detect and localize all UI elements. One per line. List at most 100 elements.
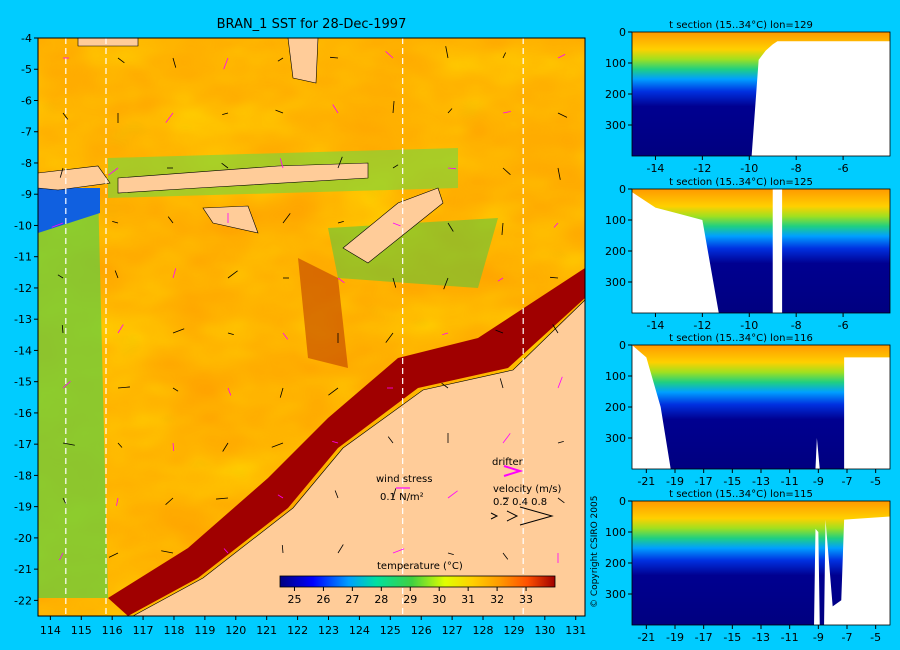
vector-arrow — [165, 112, 174, 123]
vector-arrow — [282, 213, 291, 224]
section-y-tick-label: 0 — [619, 339, 626, 352]
section-x-tick-label: -17 — [695, 475, 713, 488]
velocity-label: velocity (m/s) — [493, 484, 561, 495]
vector-arrow — [445, 46, 449, 59]
section-x-tick-label: -9 — [813, 475, 824, 488]
vector-arrow — [281, 544, 284, 554]
vector-arrow — [495, 329, 504, 334]
vector-arrow — [557, 167, 561, 180]
vector-arrow — [332, 104, 339, 114]
vector-arrow — [392, 222, 401, 227]
wind-stress-scale: 0.1 N/m² — [380, 492, 424, 503]
y-tick-label: -15 — [14, 376, 32, 389]
y-tick-label: -13 — [14, 313, 32, 326]
section-x-tick-label: -10 — [740, 162, 758, 175]
section-x-tick-label: -5 — [870, 631, 881, 644]
vector-arrow — [502, 52, 506, 59]
vector-arrow — [385, 332, 394, 343]
wind-stress-label: wind stress — [376, 474, 432, 485]
y-tick-label: -11 — [14, 251, 32, 264]
section-panel-1: t section (15..34°C) lon=129 -14 -12 -10 -8 -… — [605, 20, 891, 175]
x-tick-label: 122 — [287, 624, 308, 637]
section-land-mask — [632, 41, 890, 156]
vector-arrow — [172, 328, 185, 334]
section-x-tick-label: -14 — [646, 162, 664, 175]
y-tick-label: -5 — [21, 63, 32, 76]
sst-map: BRAN_1 SST for 28-Dec-1997 114 115 116 117 1… — [14, 17, 586, 637]
vector-arrow — [221, 162, 229, 169]
section-y-tick-label: 0 — [619, 495, 626, 508]
vector-arrow — [549, 276, 559, 279]
vector-arrow — [337, 277, 345, 284]
vector-arrow — [553, 222, 559, 228]
vector-arrow — [172, 57, 177, 68]
y-tick-label: -4 — [21, 32, 32, 45]
section-panel-2: t section (15..34°C) lon=125 -14 -12 -10 -8 -… — [605, 177, 891, 332]
vector-arrow — [167, 216, 174, 224]
vector-arrow — [334, 490, 339, 499]
y-tick-label: -14 — [14, 344, 32, 357]
colorbar-tick-label: 30 — [432, 593, 446, 606]
vector-arrow — [337, 544, 344, 554]
cold-patch — [38, 188, 100, 233]
colorbar-tick-label: 31 — [461, 593, 475, 606]
section-land-mask — [632, 345, 890, 469]
section-x-tick-label: -8 — [791, 319, 802, 332]
section-title: t section (15..34°C) lon=125 — [669, 177, 813, 188]
vector-arrow — [557, 440, 564, 444]
drifter-arrow-icon — [503, 465, 524, 477]
section-y-tick-label: 200 — [605, 245, 626, 258]
vector-arrow — [443, 277, 449, 290]
y-tick-label: -20 — [14, 532, 32, 545]
section-title: t section (15..34°C) lon=115 — [669, 489, 813, 500]
x-tick-label: 123 — [318, 624, 339, 637]
colorbar-title: temperature (°C) — [377, 561, 463, 572]
warm-coastal-band — [108, 268, 585, 616]
y-tick-label: -12 — [14, 282, 32, 295]
y-tick-label: -18 — [14, 469, 32, 482]
island-lesser-sunda — [117, 162, 369, 194]
y-tick-label: -7 — [21, 126, 32, 139]
vector-arrow — [497, 277, 504, 282]
x-tick-label: 121 — [256, 624, 277, 637]
x-tick-label: 131 — [565, 624, 586, 637]
island-sumba — [202, 205, 259, 234]
colorbar-tick-label: 33 — [519, 593, 533, 606]
section-x-tick-label: -11 — [781, 475, 799, 488]
x-tick-label: 124 — [349, 624, 370, 637]
vector-arrow — [392, 101, 395, 114]
velocity-scale: 0.2 0.4 0.8 — [493, 497, 547, 508]
x-tick-label: 129 — [503, 624, 524, 637]
vector-arrow — [271, 442, 284, 448]
colorbar-tick-label: 28 — [374, 593, 388, 606]
section-x-tick-label: -15 — [723, 631, 741, 644]
section-panels: t section (15..34°C) lon=129 -14 -12 -10 -8 -… — [605, 20, 891, 644]
section-title: t section (15..34°C) lon=116 — [669, 333, 813, 344]
section-x-tick-label: -5 — [870, 475, 881, 488]
y-tick-label: -8 — [21, 157, 32, 170]
vector-arrow — [502, 167, 511, 175]
x-tick-label: 117 — [133, 624, 154, 637]
section-x-tick-label: -13 — [752, 631, 770, 644]
copyright: © Copyright CSIRO 2005 — [590, 496, 600, 608]
vector-arrow — [117, 57, 125, 64]
vector-arrow — [62, 112, 69, 120]
x-tick-label: 118 — [163, 624, 184, 637]
x-tick-label: 114 — [40, 624, 61, 637]
vector-arrow — [447, 108, 453, 114]
vector-arrow — [499, 378, 504, 389]
vector-arrow — [277, 57, 284, 62]
section-panel-3: t section (15..34°C) lon=116 -21 -19 -17 -15… — [605, 333, 891, 488]
y-tick-label: -10 — [14, 219, 32, 232]
section-y-tick-label: 200 — [605, 88, 626, 101]
vector-arrow — [442, 332, 449, 336]
x-tick-label: 127 — [442, 624, 463, 637]
section-x-tick-label: -12 — [693, 162, 711, 175]
vector-arrow — [165, 497, 174, 505]
map-y-ticks: -4 -5 -6 -7 -8 -9 -10 -11 -12 -13 -14 -15 -16 -17 -18 -… — [14, 32, 38, 607]
cool-region-west — [38, 188, 108, 598]
vector-arrow — [337, 220, 344, 224]
velocity-arrows-icon — [490, 506, 554, 526]
section-y-tick-label: 100 — [605, 214, 626, 227]
